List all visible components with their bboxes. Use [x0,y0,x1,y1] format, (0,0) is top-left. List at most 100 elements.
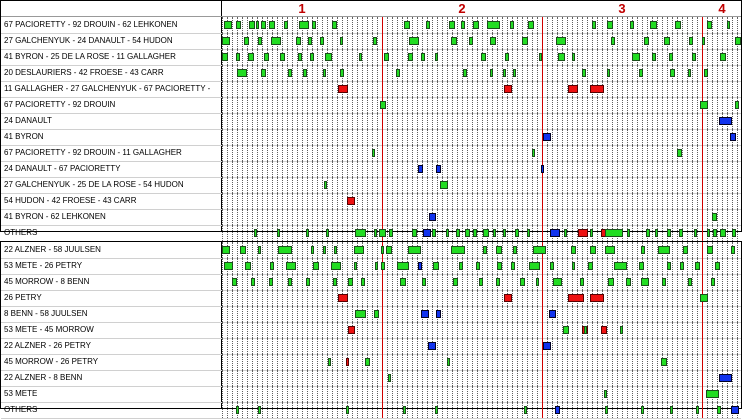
minute-gridline [392,370,394,386]
minute-gridline [492,258,494,274]
minute-gridline [672,81,674,97]
minute-gridline [562,81,564,97]
minute-gridline [442,290,444,306]
timeline-track [222,290,741,306]
minute-gridline [337,49,339,65]
minute-gridline [442,145,444,161]
minute-gridline [472,306,474,322]
minute-gridline [402,193,404,209]
minute-gridline [547,17,549,33]
minute-gridline [657,177,659,193]
minute-gridline [262,306,264,322]
minute-gridline [652,209,654,225]
minute-gridline [647,242,649,258]
minute-gridline [677,65,679,81]
minute-gridline [507,225,509,241]
minute-gridline [377,290,379,306]
minute-gridline [512,177,514,193]
minute-gridline [692,17,694,33]
shift-bar [503,229,506,237]
minute-gridline [722,209,724,225]
minute-gridline [397,322,399,338]
minute-gridline [627,354,629,370]
minute-gridline [512,209,514,225]
minute-gridline [307,386,309,402]
minute-gridline [562,242,564,258]
minute-gridline [262,209,264,225]
minute-gridline [587,113,589,129]
minute-gridline [532,225,534,241]
minute-gridline [532,322,534,338]
minute-gridline [367,177,369,193]
minute-gridline [262,193,264,209]
shift-bar [428,342,436,350]
minute-gridline [652,274,654,290]
minute-gridline [332,177,334,193]
minute-gridline [397,290,399,306]
minute-gridline [697,354,699,370]
shift-bar [627,229,630,237]
minute-gridline [387,17,389,33]
minute-gridline [582,17,584,33]
minute-gridline [607,129,609,145]
minute-gridline [632,402,634,418]
shift-bar [469,37,473,45]
minute-gridline [682,113,684,129]
minute-gridline [567,97,569,113]
minute-gridline [512,225,514,241]
row-label: 53 METE - 45 MORROW [4,325,94,334]
minute-gridline [277,97,279,113]
shift-bar [244,37,249,45]
minute-gridline [472,338,474,354]
minute-gridline [617,370,619,386]
minute-gridline [732,370,734,386]
minute-gridline [417,65,419,81]
minute-gridline [547,81,549,97]
minute-gridline [247,209,249,225]
minute-gridline [652,290,654,306]
minute-gridline [307,145,309,161]
shift-bar [333,278,337,286]
period-4-label: 4 [718,1,726,16]
forward-line-row: 41 BYRON - 62 LEHKONEN [1,209,741,226]
minute-gridline [487,402,489,418]
minute-gridline [247,322,249,338]
minute-gridline [722,322,724,338]
minute-gridline [257,370,259,386]
shift-bar [558,53,565,61]
minute-gridline [317,33,319,49]
minute-gridline [737,338,739,354]
minute-gridline [557,81,559,97]
minute-gridline [302,161,304,177]
minute-gridline [402,209,404,225]
minute-gridline [352,338,354,354]
minute-gridline [647,193,649,209]
minute-gridline [422,33,424,49]
minute-gridline [582,81,584,97]
minute-gridline [272,242,274,258]
minute-gridline [262,33,264,49]
minute-gridline [422,225,424,241]
minute-gridline [632,386,634,402]
minute-gridline [362,386,364,402]
minute-gridline [662,290,664,306]
minute-gridline [432,274,434,290]
minute-gridline [327,370,329,386]
minute-gridline [357,129,359,145]
minute-gridline [637,33,639,49]
minute-gridline [457,258,459,274]
minute-gridline [482,370,484,386]
minute-gridline [377,145,379,161]
minute-gridline [312,65,314,81]
shift-bar [306,278,310,286]
minute-gridline [367,129,369,145]
minute-gridline [667,290,669,306]
minute-gridline [297,242,299,258]
minute-gridline [407,290,409,306]
minute-gridline [657,338,659,354]
minute-gridline [427,274,429,290]
minute-gridline [682,145,684,161]
minute-gridline [347,161,349,177]
minute-gridline [277,322,279,338]
minute-gridline [342,225,344,241]
